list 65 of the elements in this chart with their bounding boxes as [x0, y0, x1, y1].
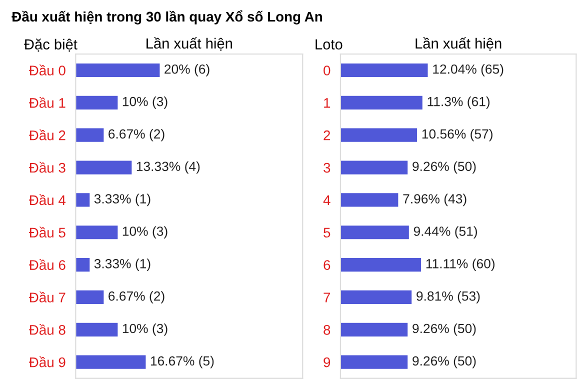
bar	[340, 290, 412, 304]
data-label: 6.67% (2)	[108, 128, 164, 142]
bar	[76, 258, 90, 272]
y-tick-label: Đầu 7	[28, 292, 66, 302]
y-tick-label: 0	[324, 66, 330, 76]
x-axis-title: Lần xuất hiện	[416, 37, 502, 51]
y-tick-label: 5	[324, 228, 330, 238]
data-label: 9.26% (50)	[412, 323, 476, 336]
bar	[76, 128, 104, 142]
data-label: 6.67% (2)	[108, 291, 164, 304]
y-tick-label: Đầu 0	[28, 64, 66, 76]
y-tick-label: 1	[324, 98, 330, 108]
bar	[340, 96, 422, 110]
bar	[76, 193, 90, 207]
y-tick-label: Đầu 1	[28, 97, 66, 108]
data-label: 11.3% (61)	[428, 96, 490, 109]
data-label: 9.26% (50)	[412, 356, 476, 368]
bar	[76, 355, 146, 369]
y-tick-label: Đầu 9	[28, 356, 66, 368]
bar	[340, 322, 408, 336]
data-label: 16.67% (5)	[150, 356, 214, 368]
data-label: 13.33% (4)	[136, 161, 200, 174]
bar	[340, 128, 418, 142]
chart-title: Đầu xuất hiện trong 30 lần quay Xổ số Long An	[12, 10, 322, 24]
y-tick-label: Đầu 6	[28, 259, 66, 270]
y-tick-label: 2	[324, 130, 330, 140]
y-tick-label: 6	[324, 260, 330, 270]
y-tick-label: Đầu 4	[28, 194, 66, 206]
bar	[340, 355, 408, 369]
data-label: 3.33% (1)	[94, 194, 150, 206]
data-label: 7.96% (43)	[403, 194, 466, 206]
y-tick-label: Đầu 8	[28, 324, 66, 335]
y-tick-label: 9	[324, 357, 330, 368]
y-tick-label: 3	[324, 162, 330, 173]
y-axis-title: Loto	[316, 39, 342, 50]
y-tick-label: 8	[324, 324, 330, 335]
data-label: 10% (3)	[122, 226, 168, 239]
x-axis-title: Lần xuất hiện	[146, 37, 232, 51]
bar	[76, 160, 132, 174]
y-axis-title: Đặc biệt	[24, 38, 78, 52]
data-label: 20% (6)	[164, 64, 210, 76]
bar	[340, 226, 409, 240]
data-label: 9.26% (50)	[412, 161, 476, 174]
bar	[340, 193, 398, 207]
data-label: 11.11% (60)	[426, 258, 495, 271]
data-label: 3.33% (1)	[94, 258, 150, 271]
y-tick-label: 4	[323, 195, 330, 205]
bar	[76, 226, 118, 240]
data-label: 12.04% (65)	[433, 64, 504, 76]
bar	[76, 290, 104, 304]
bar	[76, 96, 118, 110]
y-tick-label: Đầu 5	[28, 226, 66, 238]
data-label: 9.81% (53)	[416, 291, 480, 304]
bar	[76, 322, 118, 336]
bar	[340, 258, 422, 272]
data-label: 10% (3)	[122, 323, 168, 336]
data-label: 10% (3)	[122, 96, 168, 109]
bar	[340, 160, 408, 174]
data-label: 10.56% (57)	[422, 128, 492, 142]
bar	[76, 63, 160, 78]
bar	[340, 63, 428, 78]
y-tick-label: Đầu 2	[28, 129, 66, 140]
y-tick-label: 7	[324, 292, 330, 302]
y-tick-label: Đầu 3	[28, 162, 66, 173]
data-label: 9.44% (51)	[414, 226, 478, 239]
